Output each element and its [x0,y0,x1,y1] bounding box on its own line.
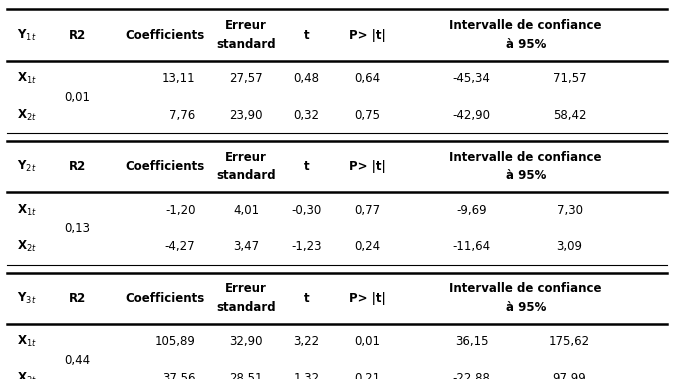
Text: 58,42: 58,42 [553,109,586,122]
Text: t: t [304,291,309,305]
Text: 3,22: 3,22 [294,335,319,348]
Text: 0,21: 0,21 [355,372,380,379]
Text: Coefficients: Coefficients [125,160,205,173]
Text: Coefficients: Coefficients [125,28,205,42]
Text: 23,90: 23,90 [229,109,263,122]
Text: standard: standard [216,301,276,314]
Text: 1,32: 1,32 [294,372,319,379]
Text: -9,69: -9,69 [456,204,487,217]
Text: P> |t|: P> |t| [349,291,386,305]
Text: 27,57: 27,57 [229,72,263,85]
Text: 0,24: 0,24 [355,240,380,253]
Text: 0,44: 0,44 [65,354,90,366]
Text: Intervalle de confiance: Intervalle de confiance [450,19,602,32]
Text: 0,75: 0,75 [355,109,380,122]
Text: Coefficients: Coefficients [125,291,205,305]
Text: -11,64: -11,64 [453,240,491,253]
Text: X$_{2t}$: X$_{2t}$ [17,239,37,254]
Text: Intervalle de confiance: Intervalle de confiance [450,282,602,295]
Text: à 95%: à 95% [506,301,546,314]
Text: -0,30: -0,30 [292,204,321,217]
Text: à 95%: à 95% [506,38,546,51]
Text: R2: R2 [69,160,86,173]
Text: 7,30: 7,30 [557,204,582,217]
Text: P> |t|: P> |t| [349,160,386,173]
Text: 105,89: 105,89 [154,335,195,348]
Text: 32,90: 32,90 [229,335,263,348]
Text: 0,64: 0,64 [355,72,380,85]
Text: 0,13: 0,13 [65,222,90,235]
Text: P> |t|: P> |t| [349,28,386,42]
Text: Erreur: Erreur [225,151,267,164]
Text: -4,27: -4,27 [165,240,195,253]
Text: 0,77: 0,77 [355,204,380,217]
Text: 175,62: 175,62 [549,335,590,348]
Text: Y$_{2t}$: Y$_{2t}$ [17,159,36,174]
Text: X$_{2t}$: X$_{2t}$ [17,108,37,123]
Text: -1,20: -1,20 [165,204,195,217]
Text: R2: R2 [69,28,86,42]
Text: à 95%: à 95% [506,169,546,182]
Text: 13,11: 13,11 [162,72,195,85]
Text: -1,23: -1,23 [291,240,322,253]
Text: t: t [304,28,309,42]
Text: t: t [304,160,309,173]
Text: 37,56: 37,56 [162,372,195,379]
Text: 97,99: 97,99 [553,372,586,379]
Text: 7,76: 7,76 [169,109,195,122]
Text: -22,88: -22,88 [453,372,491,379]
Text: 71,57: 71,57 [553,72,586,85]
Text: 36,15: 36,15 [455,335,489,348]
Text: standard: standard [216,38,276,51]
Text: -42,90: -42,90 [453,109,491,122]
Text: 0,01: 0,01 [355,335,380,348]
Text: Erreur: Erreur [225,282,267,295]
Text: 0,01: 0,01 [65,91,90,103]
Text: 0,48: 0,48 [294,72,319,85]
Text: X$_{1t}$: X$_{1t}$ [17,203,37,218]
Text: standard: standard [216,169,276,182]
Text: 4,01: 4,01 [233,204,259,217]
Text: 0,32: 0,32 [294,109,319,122]
Text: Erreur: Erreur [225,19,267,32]
Text: X$_{1t}$: X$_{1t}$ [17,71,37,86]
Text: Y$_{3t}$: Y$_{3t}$ [17,291,36,305]
Text: -45,34: -45,34 [453,72,491,85]
Text: 3,47: 3,47 [233,240,259,253]
Text: 3,09: 3,09 [557,240,582,253]
Text: R2: R2 [69,291,86,305]
Text: Intervalle de confiance: Intervalle de confiance [450,151,602,164]
Text: X$_{1t}$: X$_{1t}$ [17,334,37,349]
Text: 28,51: 28,51 [229,372,263,379]
Text: X$_{2t}$: X$_{2t}$ [17,371,37,379]
Text: Y$_{1t}$: Y$_{1t}$ [17,28,36,42]
